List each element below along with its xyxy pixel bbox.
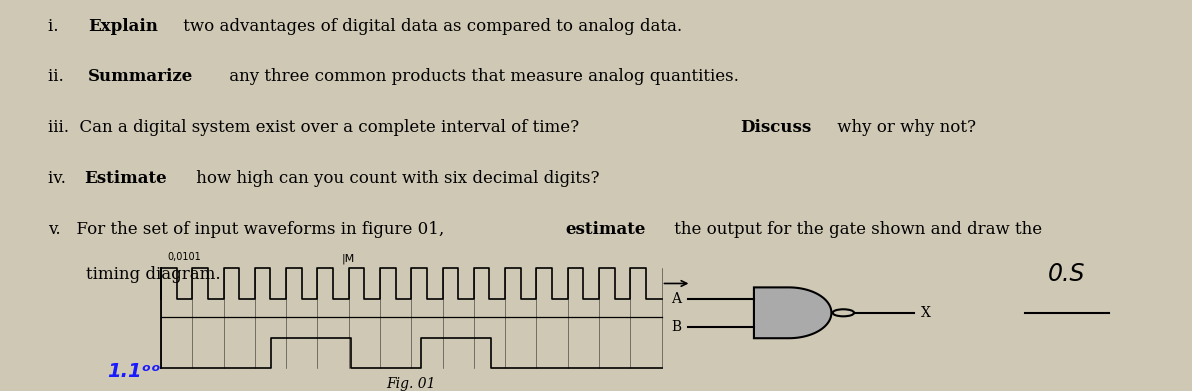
Text: Summarize: Summarize	[88, 68, 193, 85]
Text: 0,0101: 0,0101	[167, 252, 200, 262]
Text: X: X	[921, 306, 931, 320]
Text: timing diagram.: timing diagram.	[86, 266, 221, 283]
Text: two advantages of digital data as compared to analog data.: two advantages of digital data as compar…	[179, 18, 683, 34]
Text: why or why not?: why or why not?	[832, 119, 976, 136]
Text: 1.1ᵒᵒ: 1.1ᵒᵒ	[107, 362, 161, 381]
Text: v.   For the set of input waveforms in figure 01,: v. For the set of input waveforms in fig…	[48, 221, 449, 238]
Text: iii.  Can a digital system exist over a complete interval of time?: iii. Can a digital system exist over a c…	[48, 119, 584, 136]
Text: ii.: ii.	[48, 68, 79, 85]
Text: how high can you count with six decimal digits?: how high can you count with six decimal …	[191, 170, 600, 187]
Text: i.: i.	[48, 18, 79, 34]
Text: the output for the gate shown and draw the: the output for the gate shown and draw t…	[670, 221, 1043, 238]
Text: any three common products that measure analog quantities.: any three common products that measure a…	[224, 68, 739, 85]
Text: estimate: estimate	[566, 221, 646, 238]
Text: Explain: Explain	[88, 18, 159, 34]
Text: iv.: iv.	[48, 170, 76, 187]
Text: Discuss: Discuss	[740, 119, 811, 136]
Text: B: B	[671, 320, 682, 334]
Circle shape	[832, 309, 853, 316]
Text: Fig. 01: Fig. 01	[386, 377, 436, 391]
Text: A: A	[671, 292, 682, 306]
Text: |M: |M	[341, 253, 354, 264]
Polygon shape	[755, 287, 831, 338]
Text: Estimate: Estimate	[85, 170, 167, 187]
Text: 0.S: 0.S	[1048, 262, 1086, 286]
